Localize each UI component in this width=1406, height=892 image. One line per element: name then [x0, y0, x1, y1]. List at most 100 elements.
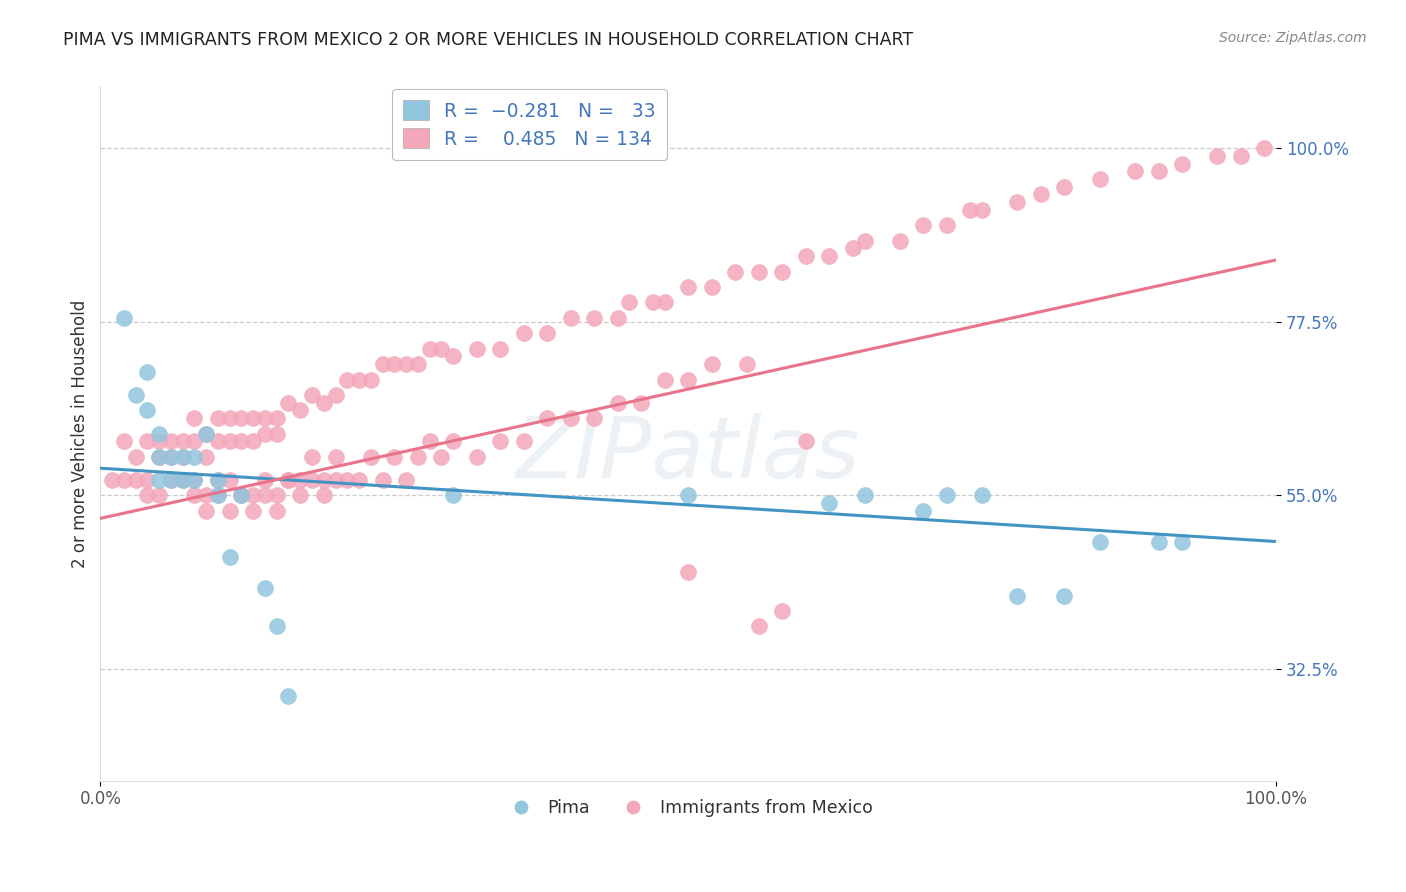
Point	[700, 357, 723, 371]
Point	[419, 342, 441, 356]
Point	[489, 434, 512, 449]
Point	[606, 395, 628, 409]
Point	[242, 503, 264, 517]
Point	[794, 434, 817, 449]
Point	[724, 264, 747, 278]
Point	[325, 473, 347, 487]
Point	[654, 372, 676, 386]
Point	[325, 450, 347, 464]
Point	[124, 473, 146, 487]
Point	[124, 388, 146, 402]
Point	[231, 411, 253, 425]
Point	[277, 395, 299, 409]
Point	[312, 395, 335, 409]
Point	[266, 488, 288, 502]
Point	[183, 411, 205, 425]
Point	[465, 450, 488, 464]
Point	[748, 264, 770, 278]
Point	[301, 450, 323, 464]
Point	[382, 450, 405, 464]
Point	[512, 326, 534, 341]
Point	[266, 411, 288, 425]
Point	[1147, 164, 1170, 178]
Text: ZIPatlas: ZIPatlas	[516, 413, 860, 496]
Point	[195, 426, 218, 441]
Point	[207, 434, 229, 449]
Point	[419, 434, 441, 449]
Point	[1253, 141, 1275, 155]
Point	[853, 234, 876, 248]
Point	[160, 473, 183, 487]
Point	[148, 488, 170, 502]
Point	[583, 310, 606, 325]
Point	[160, 434, 183, 449]
Point	[277, 473, 299, 487]
Point	[183, 473, 205, 487]
Point	[136, 403, 159, 417]
Point	[231, 434, 253, 449]
Point	[172, 434, 194, 449]
Point	[183, 434, 205, 449]
Point	[441, 350, 464, 364]
Point	[1088, 172, 1111, 186]
Point	[218, 473, 240, 487]
Point	[195, 426, 218, 441]
Point	[218, 411, 240, 425]
Point	[794, 249, 817, 263]
Point	[853, 488, 876, 502]
Point	[1171, 534, 1194, 549]
Point	[148, 426, 170, 441]
Point	[136, 365, 159, 379]
Point	[242, 434, 264, 449]
Legend: Pima, Immigrants from Mexico: Pima, Immigrants from Mexico	[498, 792, 879, 824]
Point	[290, 488, 312, 502]
Point	[770, 604, 793, 618]
Point	[172, 473, 194, 487]
Point	[606, 310, 628, 325]
Point	[676, 566, 699, 580]
Point	[172, 450, 194, 464]
Point	[207, 473, 229, 487]
Point	[1053, 179, 1076, 194]
Point	[972, 488, 994, 502]
Point	[266, 619, 288, 633]
Point	[641, 295, 664, 310]
Point	[160, 450, 183, 464]
Point	[395, 473, 418, 487]
Point	[325, 388, 347, 402]
Point	[395, 357, 418, 371]
Point	[1053, 589, 1076, 603]
Point	[441, 488, 464, 502]
Point	[489, 342, 512, 356]
Point	[583, 411, 606, 425]
Point	[218, 503, 240, 517]
Point	[266, 426, 288, 441]
Point	[183, 473, 205, 487]
Point	[630, 395, 652, 409]
Point	[207, 411, 229, 425]
Point	[101, 473, 124, 487]
Point	[277, 473, 299, 487]
Point	[619, 295, 641, 310]
Point	[430, 342, 453, 356]
Point	[1147, 534, 1170, 549]
Point	[700, 280, 723, 294]
Point	[935, 488, 957, 502]
Point	[360, 372, 382, 386]
Point	[195, 450, 218, 464]
Point	[1171, 156, 1194, 170]
Point	[207, 473, 229, 487]
Point	[253, 473, 276, 487]
Point	[1123, 164, 1146, 178]
Point	[253, 411, 276, 425]
Point	[818, 496, 841, 510]
Point	[336, 473, 359, 487]
Point	[935, 218, 957, 232]
Point	[148, 434, 170, 449]
Point	[770, 264, 793, 278]
Point	[959, 202, 981, 217]
Point	[253, 426, 276, 441]
Point	[290, 403, 312, 417]
Point	[160, 450, 183, 464]
Point	[1029, 187, 1052, 202]
